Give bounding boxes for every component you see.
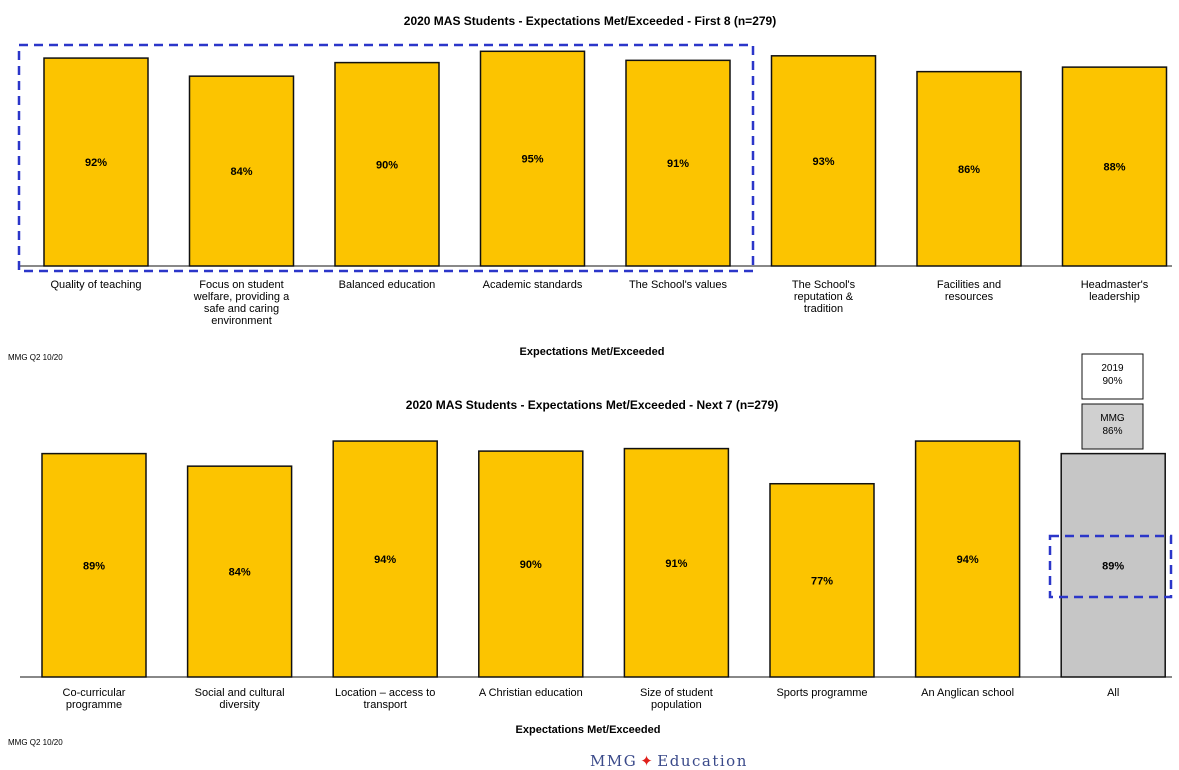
chart2-value-label-4: 91% [665,558,687,570]
chart2-highlight-box [1048,534,1173,599]
chart1-category-label-3: Academic standards [483,279,583,291]
chart2-category-label-2-line-1: transport [363,699,406,711]
chart1-category-label-5-line-1: reputation & [794,291,854,303]
chart2-value-label-7: 89% [1102,560,1124,572]
brand-logo-right: Education [657,752,748,770]
chart2-bar-6 [914,440,1021,678]
comparison-boxes: 2019 90% MMG 86% [1081,353,1144,450]
chart1-bar-2 [334,61,440,267]
chart1-bar-7 [1061,66,1168,267]
chart1-category-label-5-line-2: tradition [804,303,843,315]
chart1-category-label-1: Focus on student [199,279,283,291]
chart1-bars: 92% Quality of teaching 84% Focus on studen… [17,43,1172,327]
chart1-category-label-6: Facilities and [937,279,1001,291]
chart1-xlabel: Expectations Met/Exceeded [520,346,665,358]
chart1-value-label-6: 86% [958,164,980,176]
chart2-value-label-3: 90% [520,559,542,571]
chart2-bar-4 [623,447,730,678]
chart1-category-label-2: Balanced education [339,279,436,291]
brand-logo-left: MMG [590,752,638,770]
chart2-bar-3 [478,450,584,678]
chart2-category-label-1-line-1: diversity [219,699,260,711]
chart1-value-label-3: 95% [521,154,543,166]
chart2-category-label-1: Social and cultural [195,687,285,699]
chart1-category-label-5: The School's [792,279,856,291]
chart1-highlight-box [17,43,755,273]
chart2-value-label-2: 94% [374,554,396,566]
chart2-category-label-4-line-1: population [651,699,702,711]
chart1-category-label-6-line-1: resources [945,291,994,303]
chart2-category-label-2: Location – access to [335,687,435,699]
chart2-category-label-3: A Christian education [479,687,583,699]
chart2-bar-0 [41,452,147,678]
chart2-bar-5 [769,482,875,678]
chart1-value-label-2: 90% [376,159,398,171]
chart2-bar-1 [186,465,293,678]
chart2-bar-7 [1060,452,1166,678]
chart1-value-label-5: 93% [812,156,834,168]
comparison-box-1-line-0: MMG [1100,413,1125,424]
chart2-value-label-1: 84% [229,567,251,579]
chart1-source-note: MMG Q2 10/20 [8,353,63,362]
chart2-category-label-4: Size of student [640,687,713,699]
comparison-box-0 [1081,353,1144,400]
chart1-value-label-4: 91% [667,158,689,170]
chart2-title: 2020 MAS Students - Expectations Met/Exc… [406,398,778,412]
brand-star-icon: ✦ [640,752,655,770]
chart1-category-label-0: Quality of teaching [50,279,141,291]
chart1-value-label-0: 92% [85,157,107,169]
chart1-bar-4 [625,59,731,267]
chart1-category-label-7: Headmaster's [1081,279,1149,291]
brand-logo: MMG ✦ Education [590,752,748,770]
chart2-source-note: MMG Q2 10/20 [8,738,63,747]
chart2-bar-2 [332,440,438,678]
chart2-category-label-0-line-1: programme [66,699,122,711]
chart1-bar-3 [479,50,586,267]
comparison-box-1-line-1: 86% [1102,426,1122,437]
chart1-category-label-7-line-1: leadership [1089,291,1140,303]
chart1-category-label-4: The School's values [629,279,728,291]
chart1-value-label-7: 88% [1103,162,1125,174]
chart1-bar-0 [43,57,149,267]
chart2-category-label-6: An Anglican school [921,687,1014,699]
chart2-category-label-5: Sports programme [776,687,867,699]
chart1-bar-5 [770,55,877,267]
comparison-box-0-line-0: 2019 [1101,363,1124,374]
chart2-category-label-0: Co-curricular [63,687,126,699]
chart2-xlabel: Expectations Met/Exceeded [516,724,661,736]
chart2-value-label-6: 94% [957,554,979,566]
chart1-title: 2020 MAS Students - Expectations Met/Exc… [404,14,776,28]
chart2-value-label-5: 77% [811,575,833,587]
chart1-category-label-1-line-1: welfare, providing a [193,291,290,303]
chart1-category-label-1-line-2: safe and caring [204,303,279,315]
comparison-box-0-line-1: 90% [1102,376,1122,387]
chart1-value-label-1: 84% [230,166,252,178]
chart2-category-label-7: All [1107,687,1119,699]
comparison-box-1 [1081,403,1144,450]
chart2-value-label-0: 89% [83,560,105,572]
chart1-category-label-1-line-3: environment [211,315,272,327]
chart1-bar-1 [188,75,295,267]
